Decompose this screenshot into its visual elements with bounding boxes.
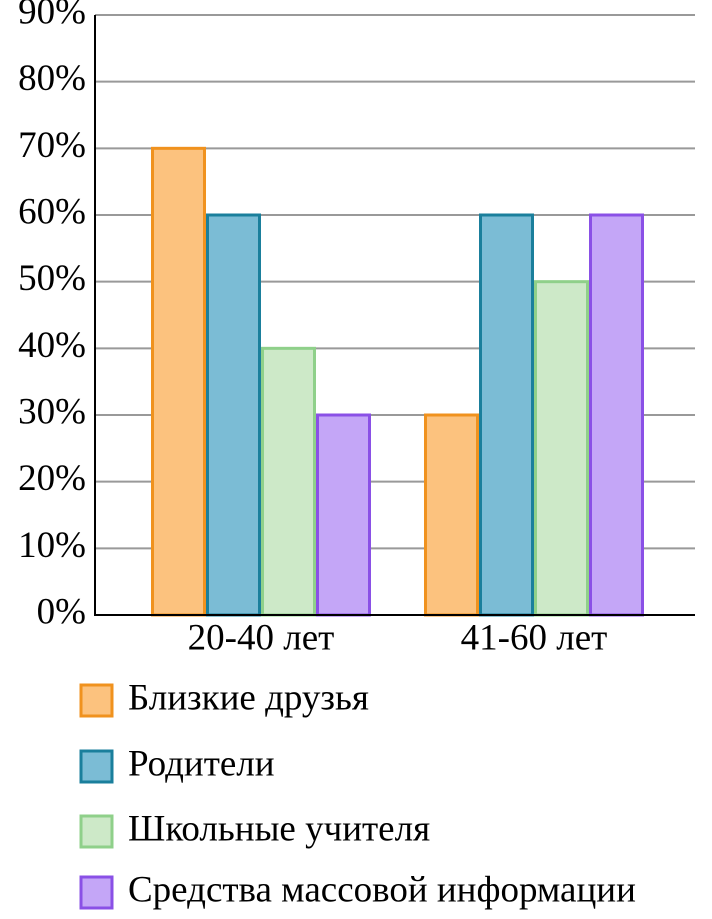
y-tick-label: 90% bbox=[18, 0, 86, 32]
y-tick-label: 70% bbox=[18, 125, 86, 166]
bar bbox=[424, 413, 479, 617]
bar bbox=[479, 213, 534, 617]
bar bbox=[151, 146, 206, 617]
bar bbox=[534, 280, 589, 617]
y-tick-label: 0% bbox=[37, 591, 86, 632]
y-tick-label: 60% bbox=[18, 191, 86, 232]
y-tick-label: 80% bbox=[18, 58, 86, 99]
y-tick-label: 40% bbox=[18, 325, 86, 366]
y-tick-label: 20% bbox=[18, 458, 86, 499]
legend-swatch bbox=[79, 875, 114, 910]
bar bbox=[316, 413, 371, 617]
y-tick-label: 50% bbox=[18, 258, 86, 299]
bar bbox=[589, 213, 644, 617]
legend-label: Средства массовой информации bbox=[128, 869, 636, 910]
legend-swatch bbox=[79, 814, 114, 849]
bar bbox=[206, 213, 261, 617]
y-tick-label: 10% bbox=[18, 525, 86, 566]
y-tick-label: 30% bbox=[18, 391, 86, 432]
x-tick-label: 20-40 лет bbox=[188, 617, 335, 658]
x-tick-label: 41-60 лет bbox=[461, 617, 608, 658]
legend-label: Родители bbox=[128, 743, 275, 784]
legend-label: Школьные учителя bbox=[128, 808, 430, 849]
legend-label: Близкие друзья bbox=[128, 677, 369, 718]
legend-swatch bbox=[79, 683, 114, 718]
bar bbox=[261, 346, 316, 617]
legend-swatch bbox=[79, 749, 114, 784]
